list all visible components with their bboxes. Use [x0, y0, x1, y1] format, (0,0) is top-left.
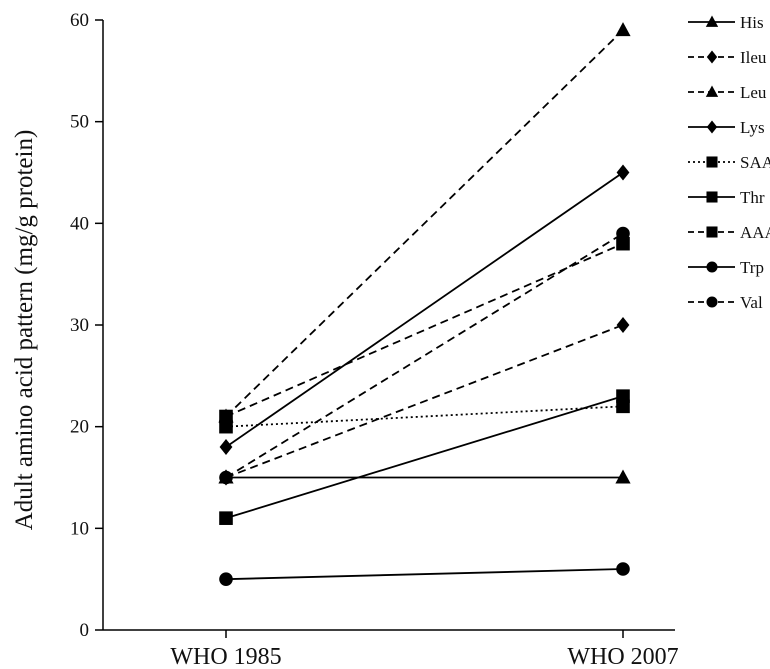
- legend-marker-ileu: [706, 50, 718, 64]
- series-lys: [219, 164, 630, 455]
- series-line-saa: [225, 405, 624, 428]
- series-trp: [219, 562, 630, 586]
- legend-marker-aaa: [706, 226, 718, 238]
- y-axis-title: Adult amino acid pattern (mg/g protein): [11, 130, 38, 531]
- data-point-lys: [219, 439, 233, 455]
- series-his: [218, 469, 631, 484]
- legend-item-saa: SAA: [688, 153, 770, 172]
- data-point-thr: [616, 389, 630, 403]
- legend-marker-thr: [706, 191, 718, 203]
- data-point-thr: [219, 511, 233, 525]
- series-line-leu: [225, 29, 624, 418]
- legend-item-trp: Trp: [688, 258, 764, 277]
- y-tick-label: 20: [70, 417, 89, 438]
- y-tick-label: 10: [70, 518, 89, 539]
- legend-label-leu: Leu: [740, 83, 767, 102]
- data-point-lys: [616, 164, 630, 181]
- legend-marker-saa: [706, 156, 718, 168]
- chart-legend: His Ileu Leu Lys SAA Thr AAA Trp Val: [688, 13, 770, 312]
- series-line-trp: [225, 568, 624, 581]
- series-val: [219, 226, 630, 485]
- legend-marker-his: [705, 15, 719, 27]
- data-point-his: [615, 469, 631, 484]
- legend-item-val: Val: [688, 293, 763, 312]
- legend-item-thr: Thr: [688, 188, 765, 207]
- series-saa: [219, 399, 630, 434]
- legend-label-ileu: Ileu: [740, 48, 767, 67]
- chart-series: [218, 22, 631, 586]
- legend-label-his: His: [740, 13, 764, 32]
- series-thr: [219, 389, 630, 525]
- data-point-leu: [615, 22, 631, 37]
- legend-marker-leu: [705, 85, 719, 97]
- data-point-ileu: [616, 317, 630, 333]
- data-point-trp: [219, 572, 233, 586]
- legend-marker-lys: [706, 120, 718, 134]
- data-point-trp: [616, 562, 630, 576]
- y-tick-label: 40: [70, 213, 89, 234]
- x-category-label: WHO 1985: [170, 644, 281, 669]
- legend-label-saa: SAA: [740, 153, 770, 172]
- legend-item-aaa: AAA: [688, 223, 770, 242]
- legend-item-lys: Lys: [688, 118, 765, 137]
- series-leu: [218, 22, 631, 423]
- legend-label-aaa: AAA: [740, 223, 770, 242]
- y-tick-label: 0: [80, 620, 90, 641]
- data-point-val: [219, 470, 233, 485]
- y-tick-label: 30: [70, 315, 89, 336]
- data-point-aaa: [219, 409, 233, 424]
- y-tick-label: 60: [70, 10, 89, 31]
- legend-item-ileu: Ileu: [688, 48, 767, 67]
- legend-label-lys: Lys: [740, 118, 765, 137]
- legend-item-leu: Leu: [688, 83, 767, 102]
- series-ileu: [219, 317, 630, 486]
- legend-label-trp: Trp: [740, 258, 764, 277]
- x-category-label: WHO 2007: [567, 644, 678, 669]
- legend-item-his: His: [688, 13, 764, 32]
- data-point-val: [616, 226, 630, 241]
- legend-label-thr: Thr: [740, 188, 765, 207]
- legend-marker-val: [706, 296, 718, 308]
- legend-marker-trp: [706, 261, 718, 273]
- series-line-thr: [225, 395, 624, 520]
- series-aaa: [219, 236, 630, 424]
- series-line-val: [225, 232, 624, 479]
- y-tick-label: 50: [70, 112, 89, 133]
- series-line-ileu: [225, 324, 624, 479]
- legend-label-val: Val: [740, 293, 763, 312]
- chart-axes: 0 10 20 30 40 50 60 WHO 1985 WHO 2007: [70, 10, 679, 669]
- series-line-aaa: [225, 242, 624, 418]
- series-line-lys: [225, 171, 624, 448]
- data-point-aaa: [616, 236, 630, 251]
